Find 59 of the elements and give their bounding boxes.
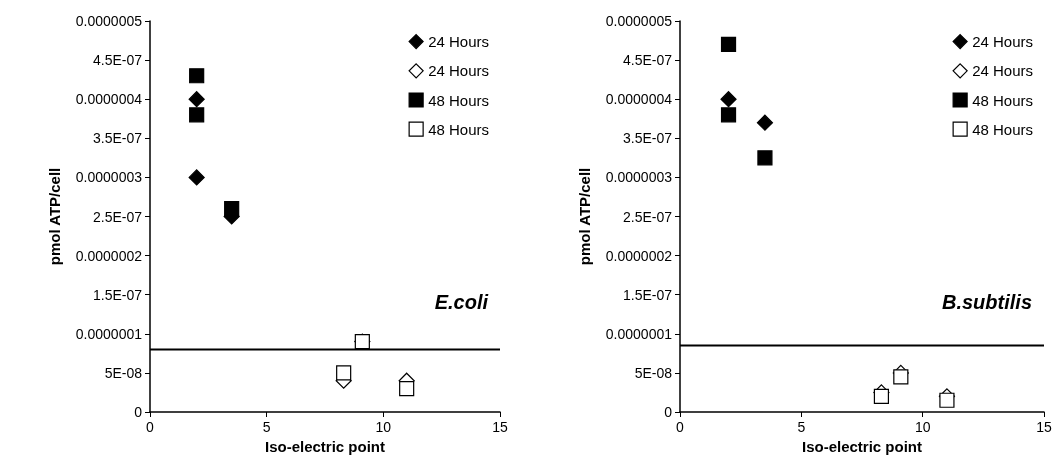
point bbox=[939, 392, 955, 408]
y-tick-label: 5E-08 bbox=[104, 364, 143, 381]
x-tick-label: 0 bbox=[146, 419, 155, 435]
y-axis-title: pmol ATP/cell bbox=[576, 167, 593, 266]
y-tick-label: 1.5E-07 bbox=[622, 286, 673, 303]
y-tick-label: 2.5E-07 bbox=[622, 208, 673, 225]
point bbox=[893, 369, 909, 385]
y-tick-label: 0.0000001 bbox=[605, 325, 673, 342]
legend-label: 24 Hours bbox=[428, 62, 490, 80]
x-tick-label: 10 bbox=[375, 419, 392, 435]
legend-label: 48 Hours bbox=[972, 91, 1034, 109]
legend-label: 48 Hours bbox=[428, 120, 490, 138]
annotation: B.subtilis bbox=[941, 291, 1033, 313]
y-tick-label: 0.0000004 bbox=[75, 91, 143, 108]
y-tick-label: 0.0000001 bbox=[75, 325, 143, 342]
y-tick-label: 3.5E-07 bbox=[622, 130, 673, 147]
point bbox=[336, 365, 352, 381]
point bbox=[188, 169, 205, 186]
legend-label: 48 Hours bbox=[972, 120, 1034, 138]
point bbox=[720, 107, 737, 123]
point bbox=[756, 114, 774, 131]
x-axis-title: Iso-electric point bbox=[264, 437, 386, 455]
legend-label: 48 Hours bbox=[428, 91, 490, 109]
point bbox=[189, 68, 205, 84]
y-tick-label: 0.0000005 bbox=[605, 13, 673, 29]
point bbox=[188, 91, 205, 108]
y-tick-label: 3.5E-07 bbox=[92, 130, 143, 147]
y-tick-label: 0.0000003 bbox=[605, 169, 673, 186]
point bbox=[189, 107, 205, 123]
x-tick-label: 5 bbox=[797, 419, 806, 435]
y-axis-title: pmol ATP/cell bbox=[46, 167, 63, 266]
y-tick-label: 5E-08 bbox=[634, 364, 673, 381]
y-tick-label: 4.5E-07 bbox=[92, 52, 143, 69]
y-tick-label: 1.5E-07 bbox=[92, 286, 143, 303]
y-tick-label: 0.0000003 bbox=[75, 169, 143, 186]
point bbox=[720, 91, 737, 108]
point bbox=[720, 36, 737, 53]
point bbox=[399, 380, 415, 397]
y-tick-label: 0.0000002 bbox=[75, 247, 143, 264]
x-tick-label: 10 bbox=[914, 419, 931, 435]
point bbox=[873, 388, 890, 404]
x-tick-label: 15 bbox=[1036, 419, 1052, 435]
x-tick-label: 5 bbox=[262, 419, 271, 435]
y-tick-label: 4.5E-07 bbox=[622, 52, 673, 69]
y-tick-label: 0 bbox=[134, 404, 143, 420]
legend-label: 24 Hours bbox=[972, 62, 1034, 80]
x-tick-label: 0 bbox=[676, 419, 685, 435]
x-axis-title: Iso-electric point bbox=[801, 437, 923, 455]
legend-label: 24 Hours bbox=[972, 33, 1034, 51]
x-tick-label: 15 bbox=[492, 419, 508, 435]
point bbox=[757, 150, 773, 166]
y-tick-label: 0.0000005 bbox=[75, 13, 143, 29]
point bbox=[224, 201, 240, 217]
y-tick-label: 0.0000004 bbox=[605, 91, 673, 108]
legend-label: 24 Hours bbox=[428, 33, 490, 51]
y-tick-label: 0 bbox=[664, 404, 673, 420]
y-tick-label: 2.5E-07 bbox=[92, 208, 143, 225]
annotation: E.coli bbox=[434, 291, 489, 313]
y-tick-label: 0.0000002 bbox=[605, 247, 673, 264]
